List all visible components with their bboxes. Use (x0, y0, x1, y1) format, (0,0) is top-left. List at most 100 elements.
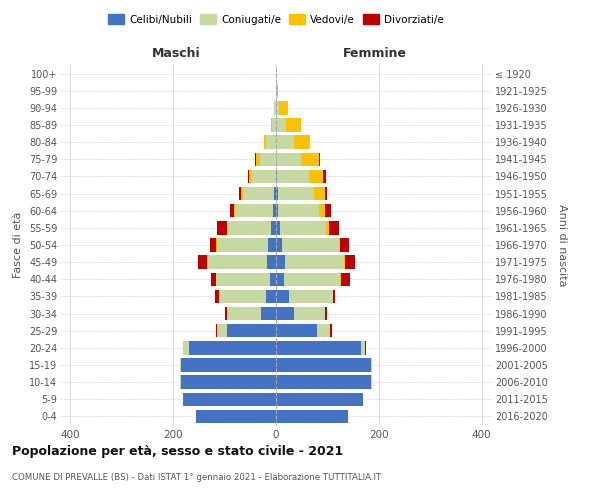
Bar (180, 376, 181, 389)
Bar (285, 256, 344, 269)
Bar (276, 101, 278, 114)
Bar (317, 324, 330, 338)
Bar (235, 204, 274, 218)
Bar (276, 392, 364, 406)
Bar (227, 221, 271, 234)
Text: Maschi: Maschi (152, 47, 201, 60)
Bar (276, 290, 289, 303)
Bar (341, 272, 350, 286)
Bar (274, 101, 276, 114)
Bar (260, 152, 276, 166)
Bar (276, 324, 317, 338)
Bar (276, 204, 278, 218)
Bar (274, 187, 276, 200)
Bar (276, 221, 280, 234)
Text: Femmine: Femmine (343, 47, 407, 60)
Bar (268, 238, 276, 252)
Bar (294, 136, 310, 149)
Bar (198, 256, 207, 269)
Bar (248, 170, 249, 183)
Bar (276, 272, 284, 286)
Bar (289, 290, 332, 303)
Bar (323, 170, 326, 183)
Bar (282, 238, 339, 252)
Bar (294, 307, 325, 320)
Bar (181, 358, 276, 372)
Bar (325, 187, 328, 200)
Bar (276, 358, 371, 372)
Bar (339, 238, 340, 252)
Bar (319, 204, 325, 218)
Bar (276, 307, 294, 320)
Bar (184, 341, 188, 354)
Bar (267, 256, 276, 269)
Bar (330, 324, 332, 338)
Bar (276, 238, 282, 252)
Bar (217, 221, 227, 234)
Bar (266, 290, 276, 303)
Bar (181, 376, 276, 389)
Bar (220, 290, 266, 303)
Bar (184, 392, 276, 406)
Bar (196, 410, 276, 423)
Bar (278, 187, 314, 200)
Bar (227, 324, 276, 338)
Bar (230, 204, 234, 218)
Bar (276, 136, 294, 149)
Legend: Celibi/Nubili, Coniugati/e, Vedovi/e, Divorziati/e: Celibi/Nubili, Coniugati/e, Vedovi/e, Di… (104, 10, 448, 29)
Bar (227, 307, 260, 320)
Bar (371, 376, 372, 389)
Bar (256, 152, 260, 166)
Bar (276, 341, 361, 354)
Bar (284, 272, 340, 286)
Bar (325, 307, 327, 320)
Bar (278, 204, 319, 218)
Bar (277, 84, 278, 98)
Bar (286, 118, 301, 132)
Bar (241, 187, 242, 200)
Bar (371, 358, 372, 372)
Text: COMUNE DI PREVALLE (BS) - Dati ISTAT 1° gennaio 2021 - Elaborazione TUTTITALIA.I: COMUNE DI PREVALLE (BS) - Dati ISTAT 1° … (12, 473, 381, 482)
Bar (271, 221, 276, 234)
Bar (180, 358, 181, 372)
Bar (217, 238, 268, 252)
Bar (276, 376, 371, 389)
Bar (216, 272, 270, 286)
Bar (264, 136, 266, 149)
Bar (278, 101, 288, 114)
Bar (277, 170, 309, 183)
Bar (309, 170, 323, 183)
Bar (217, 324, 227, 338)
Bar (301, 152, 319, 166)
Bar (276, 170, 277, 183)
Bar (239, 187, 241, 200)
Bar (271, 118, 272, 132)
Bar (332, 290, 335, 303)
Y-axis label: Fasce di età: Fasce di età (13, 212, 23, 278)
Bar (276, 118, 286, 132)
Bar (319, 152, 320, 166)
Bar (276, 187, 278, 200)
Bar (329, 221, 339, 234)
Bar (346, 256, 355, 269)
Bar (208, 256, 267, 269)
Y-axis label: Anni di nascita: Anni di nascita (557, 204, 567, 286)
Bar (326, 221, 329, 234)
Bar (365, 341, 366, 354)
Bar (211, 272, 216, 286)
Bar (234, 204, 235, 218)
Bar (266, 136, 276, 149)
Bar (276, 84, 277, 98)
Bar (251, 170, 276, 183)
Bar (249, 170, 251, 183)
Bar (314, 187, 325, 200)
Bar (276, 152, 301, 166)
Bar (216, 324, 217, 338)
Bar (325, 204, 331, 218)
Bar (260, 307, 276, 320)
Bar (340, 238, 349, 252)
Bar (270, 272, 276, 286)
Bar (272, 118, 276, 132)
Bar (361, 341, 365, 354)
Bar (225, 307, 227, 320)
